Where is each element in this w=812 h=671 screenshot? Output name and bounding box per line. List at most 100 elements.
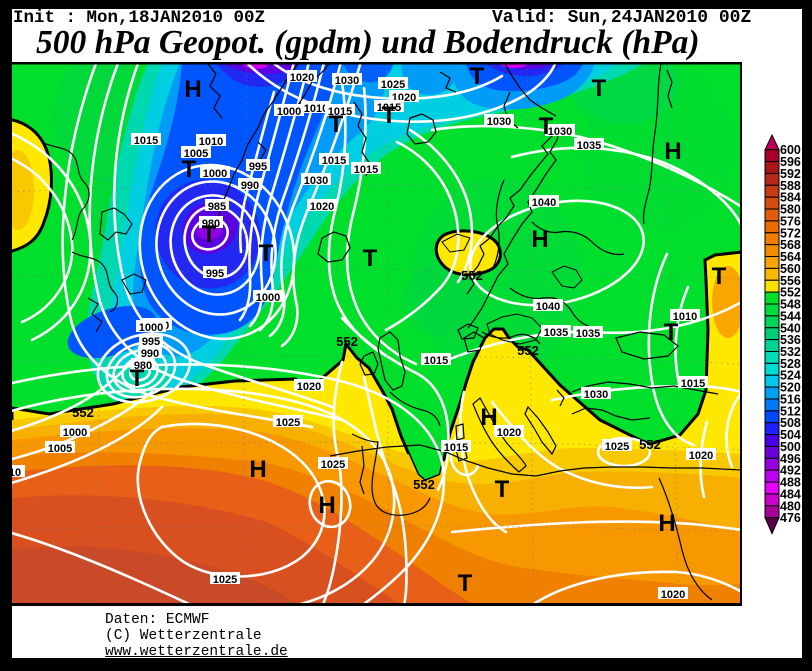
svg-text:1025: 1025 [381, 79, 405, 91]
svg-text:H: H [480, 404, 497, 431]
svg-text:1030: 1030 [304, 175, 328, 187]
svg-text:536: 536 [780, 333, 801, 347]
svg-text:1000: 1000 [277, 106, 301, 118]
svg-text:1015: 1015 [681, 378, 705, 390]
svg-text:H: H [249, 456, 266, 483]
svg-text:528: 528 [780, 357, 801, 371]
svg-text:985: 985 [208, 201, 226, 213]
svg-text:1030: 1030 [584, 389, 608, 401]
svg-text:564: 564 [780, 250, 801, 264]
svg-text:556: 556 [780, 274, 801, 288]
svg-text:990: 990 [141, 348, 159, 360]
svg-text:H: H [658, 510, 675, 537]
svg-text:995: 995 [142, 336, 160, 348]
svg-text:560: 560 [780, 262, 801, 276]
svg-text:T: T [664, 319, 679, 346]
svg-text:T: T [458, 570, 473, 597]
svg-text:T: T [712, 263, 727, 290]
svg-text:T: T [202, 221, 217, 248]
svg-text:980: 980 [202, 218, 220, 230]
svg-text:1025: 1025 [276, 417, 300, 429]
svg-text:1020: 1020 [497, 427, 521, 439]
svg-text:1025: 1025 [605, 441, 629, 453]
svg-text:1020: 1020 [689, 450, 713, 462]
svg-text:1030: 1030 [487, 116, 511, 128]
svg-text:1035: 1035 [576, 328, 600, 340]
svg-text:1025: 1025 [321, 459, 345, 471]
svg-text:990: 990 [241, 180, 259, 192]
svg-text:T: T [592, 75, 607, 102]
svg-text:1035: 1035 [577, 140, 601, 152]
svg-text:1040: 1040 [532, 197, 556, 209]
svg-text:488: 488 [780, 476, 801, 490]
svg-text:1015: 1015 [377, 102, 401, 114]
svg-text:552: 552 [72, 405, 94, 420]
svg-text:568: 568 [780, 238, 801, 252]
svg-text:1035: 1035 [544, 327, 568, 339]
svg-text:532: 532 [780, 345, 801, 359]
svg-text:492: 492 [780, 464, 801, 478]
svg-text:1020: 1020 [661, 589, 685, 601]
svg-text:1015: 1015 [134, 135, 158, 147]
svg-text:H: H [318, 492, 335, 519]
svg-text:540: 540 [780, 321, 801, 335]
svg-text:552: 552 [780, 286, 801, 300]
svg-text:T: T [259, 240, 274, 267]
svg-text:995: 995 [206, 268, 224, 280]
svg-text:524: 524 [780, 369, 801, 383]
svg-text:580: 580 [780, 203, 801, 217]
svg-text:1010: 1010 [304, 103, 328, 115]
svg-text:504: 504 [780, 428, 801, 442]
svg-text:1015: 1015 [322, 155, 346, 167]
svg-text:552: 552 [336, 334, 358, 349]
svg-text:552: 552 [517, 343, 539, 358]
svg-text:T: T [539, 113, 554, 140]
svg-text:552: 552 [461, 268, 483, 283]
svg-text:T: T [495, 476, 510, 503]
svg-text:1030: 1030 [335, 75, 359, 87]
svg-text:995: 995 [249, 161, 267, 173]
svg-text:1015: 1015 [444, 442, 468, 454]
svg-text:508: 508 [780, 416, 801, 430]
svg-text:588: 588 [780, 179, 801, 193]
svg-text:584: 584 [780, 191, 801, 205]
svg-text:1000: 1000 [139, 322, 163, 334]
svg-text:496: 496 [780, 452, 801, 466]
svg-text:1005: 1005 [184, 148, 208, 160]
svg-text:T: T [470, 63, 485, 90]
svg-text:544: 544 [780, 309, 801, 323]
svg-text:1020: 1020 [310, 201, 334, 213]
svg-text:1020: 1020 [297, 381, 321, 393]
svg-text:T: T [182, 156, 197, 183]
svg-text:H: H [184, 76, 201, 103]
svg-text:1010: 1010 [673, 311, 697, 323]
svg-text:500: 500 [780, 440, 801, 454]
svg-text:H: H [664, 138, 681, 165]
svg-text:1005: 1005 [48, 443, 72, 455]
svg-text:592: 592 [780, 167, 801, 181]
svg-text:480: 480 [780, 499, 801, 513]
svg-text:1020: 1020 [290, 72, 314, 84]
svg-text:10: 10 [12, 467, 21, 479]
svg-text:1010: 1010 [199, 136, 223, 148]
svg-text:1040: 1040 [536, 301, 560, 313]
svg-text:1000: 1000 [203, 168, 227, 180]
svg-text:1015: 1015 [424, 355, 448, 367]
svg-text:1000: 1000 [256, 292, 280, 304]
svg-text:T: T [363, 245, 378, 272]
svg-text:512: 512 [780, 404, 801, 418]
svg-text:H: H [531, 226, 548, 253]
svg-text:576: 576 [780, 214, 801, 228]
svg-text:T: T [382, 102, 397, 129]
svg-text:1030: 1030 [548, 126, 572, 138]
svg-text:1000: 1000 [63, 427, 87, 439]
svg-text:572: 572 [780, 226, 801, 240]
svg-text:552: 552 [413, 477, 435, 492]
svg-text:T: T [130, 365, 145, 392]
svg-text:484: 484 [780, 487, 801, 501]
svg-text:T: T [329, 111, 344, 138]
svg-text:520: 520 [780, 381, 801, 395]
svg-text:552: 552 [639, 437, 661, 452]
svg-text:980: 980 [134, 360, 152, 372]
svg-text:600: 600 [780, 143, 801, 157]
